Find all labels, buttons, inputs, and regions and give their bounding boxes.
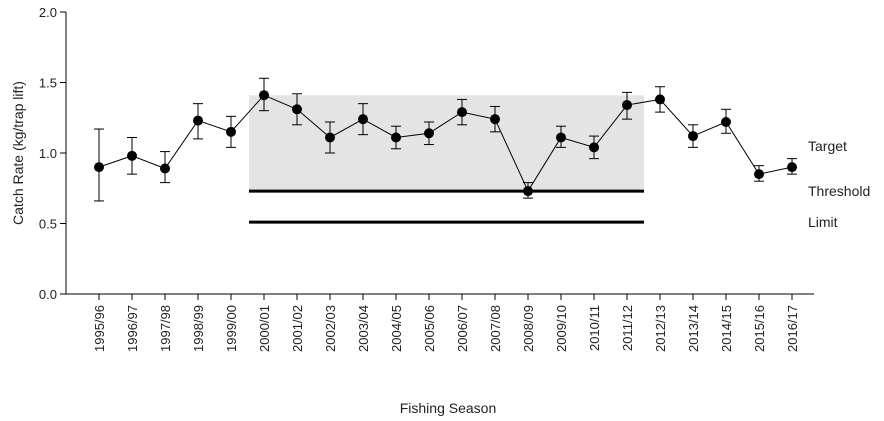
x-tick-label: 2010/11 (587, 305, 602, 351)
data-point (556, 132, 566, 143)
x-tick-label: 2006/07 (455, 305, 470, 352)
x-tick-label: 2002/03 (323, 305, 338, 352)
data-point (523, 186, 533, 197)
y-tick-label: 0.0 (39, 287, 57, 302)
x-tick-label: 2016/17 (785, 305, 800, 352)
data-point (490, 114, 500, 125)
series-line (98, 94, 793, 193)
x-tick-label: 2014/15 (719, 305, 734, 352)
axes-layer: 0.0 0.5 1.0 1.5 2.0 1995/96 1996/97 1997/98 1998… (39, 5, 814, 352)
y-tick-label: 0.5 (39, 217, 57, 232)
data-point (127, 150, 137, 161)
x-tick-label: 2005/06 (422, 305, 437, 352)
data-point (589, 142, 599, 153)
x-tick-label: 2012/13 (653, 305, 668, 352)
x-tick-label: 2013/14 (686, 305, 701, 352)
data-point (622, 100, 632, 111)
data-point (160, 163, 170, 174)
x-tick-label: 2008/09 (521, 305, 536, 352)
x-tick-label: 2004/05 (389, 305, 404, 352)
data-point (325, 132, 335, 143)
data-point (787, 162, 797, 173)
data-point (226, 126, 236, 137)
data-point (94, 162, 104, 173)
data-point (688, 131, 698, 142)
reference-band (249, 95, 644, 192)
x-tick-label: 2011/12 (620, 305, 635, 351)
y-tick-label: 1.0 (39, 146, 57, 161)
y-tick-label: 2.0 (39, 5, 57, 20)
series-layer (94, 77, 797, 202)
reference-label-threshold: Threshold (808, 183, 870, 199)
data-point (292, 104, 302, 115)
data-point (754, 169, 764, 180)
y-tick-label: 1.5 (39, 76, 57, 91)
y-axis-label: Catch Rate (kg/trap lift) (10, 81, 26, 225)
reference-label-limit: Limit (808, 214, 838, 230)
x-tick-label: 2000/01 (257, 305, 272, 352)
x-tick-label: 1995/96 (92, 305, 107, 352)
x-tick-label: 1996/97 (125, 305, 140, 352)
x-tick-label: 2003/04 (356, 305, 371, 352)
x-tick-label: 2015/16 (752, 305, 767, 352)
x-tick-label: 1999/00 (224, 305, 239, 352)
data-point (193, 115, 203, 126)
x-tick-label: 2007/08 (488, 305, 503, 352)
x-axis-label: Fishing Season (400, 400, 497, 416)
x-tick-label: 1998/99 (191, 305, 206, 352)
data-point (457, 107, 467, 118)
reference-lines-layer (249, 189, 644, 224)
data-point (391, 132, 401, 143)
x-tick-label: 2009/10 (554, 305, 569, 352)
data-point (259, 90, 269, 101)
x-tick-label: 2001/02 (290, 305, 305, 352)
labels-layer: Target Threshold Limit (808, 138, 870, 230)
data-point (655, 94, 665, 105)
data-point (358, 114, 368, 125)
x-tick-label: 1997/98 (158, 305, 173, 352)
reference-band-layer (249, 95, 644, 192)
data-point (721, 116, 731, 127)
reference-label-target: Target (808, 138, 847, 154)
data-point (424, 128, 434, 139)
